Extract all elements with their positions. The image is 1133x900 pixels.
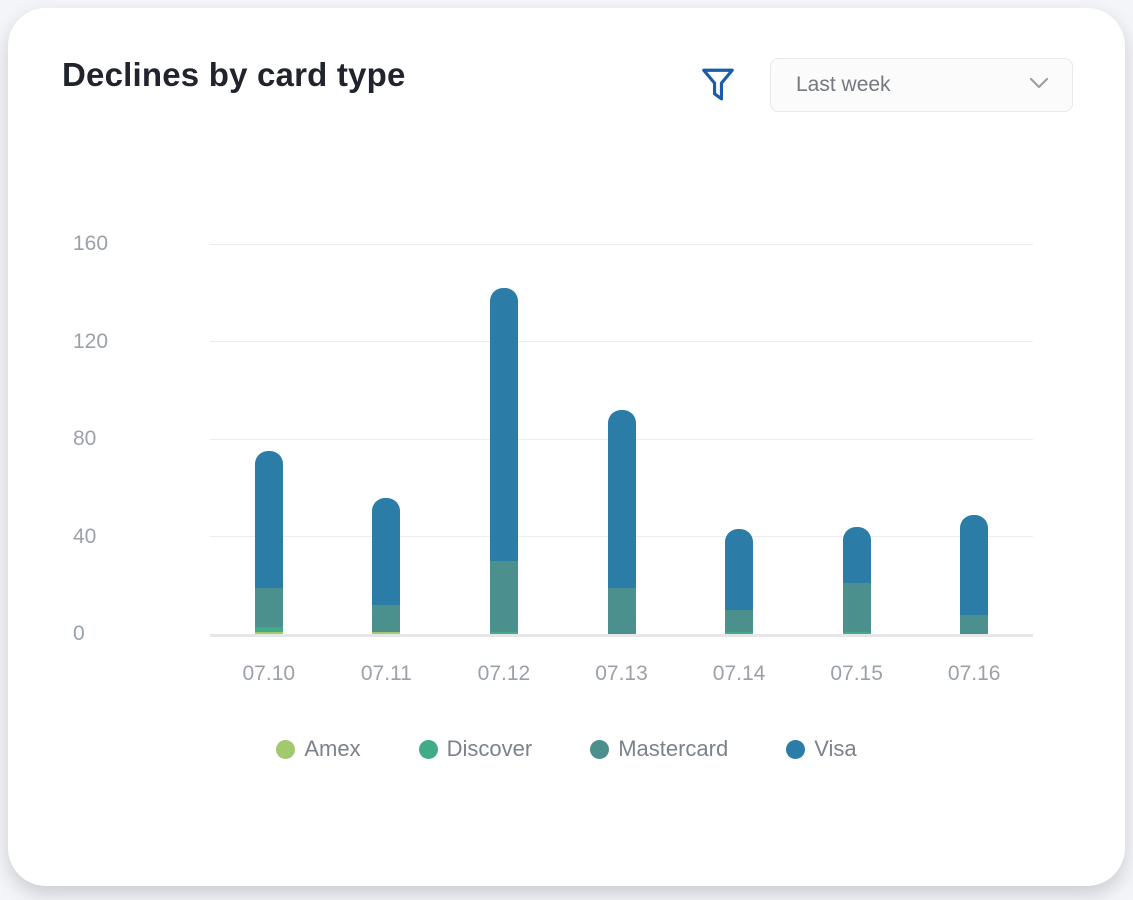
legend-dot-visa bbox=[786, 739, 806, 759]
bar-segment-07.16-visa[interactable] bbox=[960, 514, 989, 615]
y-axis-tick-0: 0 bbox=[73, 622, 85, 645]
bar-segment-07.14-mastercard[interactable] bbox=[725, 609, 754, 632]
declines-chart: 0 40 80 120 160 07.10 07.11 07.12 07.13 07.14 07.1… bbox=[8, 8, 1125, 886]
filter-button[interactable] bbox=[696, 64, 740, 110]
bar-segment-07.15-visa[interactable] bbox=[842, 526, 871, 583]
x-axis-tick-07.12: 07.12 bbox=[477, 662, 531, 685]
declines-card: Declines by card type Last week 0 40 80 120… bbox=[8, 8, 1125, 886]
bar-segment-07.11-mastercard[interactable] bbox=[372, 604, 401, 632]
y-axis-tick-40: 40 bbox=[73, 524, 97, 548]
gridline-0 bbox=[210, 634, 1033, 637]
legend-label-discover: Discover bbox=[446, 736, 533, 761]
x-axis-tick-07.16: 07.16 bbox=[947, 662, 1001, 685]
funnel-icon bbox=[700, 66, 736, 109]
chart-legend: Amex Discover Mastercard Visa bbox=[8, 736, 1125, 762]
legend-item-mastercard[interactable]: Mastercard bbox=[590, 736, 728, 762]
bar-segment-07.12-visa[interactable] bbox=[489, 287, 518, 561]
x-axis-tick-07.14: 07.14 bbox=[712, 662, 766, 685]
x-axis-tick-07.13: 07.13 bbox=[595, 662, 648, 685]
bar-segment-07.13-mastercard[interactable] bbox=[607, 587, 636, 634]
bar-segment-07.12-discover[interactable] bbox=[489, 631, 518, 634]
gridline-120 bbox=[210, 341, 1033, 342]
bar-segment-07.14-discover[interactable] bbox=[725, 631, 754, 634]
bar-stack-07.16[interactable] bbox=[960, 514, 989, 634]
x-axis-tick-07.11: 07.11 bbox=[360, 662, 412, 685]
bar-segment-07.11-visa[interactable] bbox=[372, 497, 401, 605]
bar-segment-07.11-amex[interactable] bbox=[372, 631, 401, 634]
bar-stack-07.15[interactable] bbox=[842, 526, 871, 634]
bar-stack-07.13[interactable] bbox=[607, 409, 636, 634]
x-axis-tick-07.10: 07.10 bbox=[242, 662, 296, 685]
period-dropdown-value: Last week bbox=[796, 73, 891, 96]
bar-stack-07.12[interactable] bbox=[489, 287, 518, 634]
bar-segment-07.14-visa[interactable] bbox=[725, 529, 754, 610]
y-axis-tick-160: 160 bbox=[73, 232, 109, 255]
bar-stack-07.11[interactable] bbox=[372, 497, 401, 634]
legend-label-amex: Amex bbox=[304, 736, 361, 761]
page-title: Declines by card type bbox=[62, 56, 406, 93]
bar-segment-07.10-discover[interactable] bbox=[254, 626, 283, 632]
chevron-down-icon bbox=[1028, 76, 1050, 95]
legend-item-discover[interactable]: Discover bbox=[418, 736, 533, 762]
period-dropdown[interactable]: Last week bbox=[770, 58, 1073, 112]
legend-label-visa: Visa bbox=[814, 736, 857, 761]
legend-dot-mastercard bbox=[590, 739, 610, 759]
legend-label-mastercard: Mastercard bbox=[618, 736, 729, 761]
bar-segment-07.13-visa[interactable] bbox=[607, 409, 636, 588]
legend-dot-amex bbox=[276, 739, 296, 759]
gridline-160 bbox=[210, 243, 1033, 245]
bar-segment-07.10-visa[interactable] bbox=[254, 451, 283, 588]
legend-dot-discover bbox=[418, 739, 438, 759]
bar-segment-07.10-mastercard[interactable] bbox=[254, 587, 283, 627]
bar-segment-07.16-mastercard[interactable] bbox=[960, 614, 989, 634]
legend-item-visa[interactable]: Visa bbox=[786, 736, 857, 762]
bar-stack-07.10[interactable] bbox=[254, 451, 283, 634]
bar-segment-07.15-mastercard[interactable] bbox=[842, 582, 871, 632]
bar-segment-07.10-amex[interactable] bbox=[254, 631, 283, 634]
bar-stack-07.14[interactable] bbox=[725, 529, 754, 634]
bar-segment-07.12-mastercard[interactable] bbox=[489, 560, 518, 632]
y-axis-tick-80: 80 bbox=[73, 427, 97, 450]
y-axis-tick-120: 120 bbox=[73, 329, 109, 353]
bar-segment-07.15-discover[interactable] bbox=[842, 631, 871, 634]
x-axis-tick-07.15: 07.15 bbox=[830, 662, 883, 685]
legend-item-amex[interactable]: Amex bbox=[276, 736, 361, 762]
